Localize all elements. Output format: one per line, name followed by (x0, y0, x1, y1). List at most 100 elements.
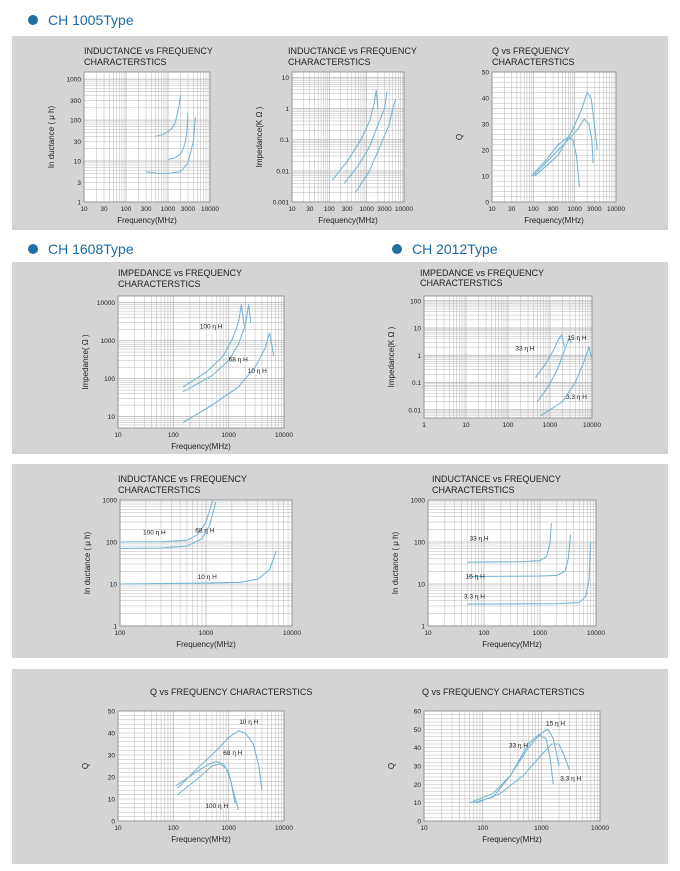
x-tick-label: 100 (168, 825, 179, 832)
x-tick-label: 10 (424, 630, 432, 637)
x-tick-label: 300 (548, 206, 559, 213)
chart-title: Q vs FREQUENCY (492, 46, 570, 56)
series-line (540, 345, 593, 417)
y-tick-label: 10 (108, 414, 116, 421)
y-tick-label: 0.001 (273, 200, 290, 207)
series-line (182, 304, 245, 388)
y-axis-label: Q (455, 134, 464, 140)
chart-title: INDUCTANCE vs FREQUENCY (288, 46, 417, 56)
y-tick-label: 0.1 (412, 380, 421, 387)
chart-title: INDUCTANCE vs FREQUENCY (432, 474, 561, 484)
y-axis-label: Impedance(K Ω ) (387, 326, 396, 387)
x-tick-label: 3000 (587, 206, 602, 213)
y-tick-label: 100 (414, 540, 425, 547)
series-line (119, 499, 214, 543)
y-axis-label: In ductance ( μ h) (391, 531, 400, 594)
bullet-icon (28, 244, 38, 254)
series-line (182, 332, 275, 423)
x-axis-label: Frequency(MHz) (524, 216, 584, 225)
x-tick-label: 10 (420, 825, 428, 832)
y-tick-label: 1 (77, 200, 81, 207)
y-tick-label: 0.01 (408, 407, 421, 414)
y-tick-label: 1 (417, 353, 421, 360)
y-tick-label: 10 (414, 326, 422, 333)
y-tick-label: 20 (108, 775, 116, 782)
curve-label: 33 η H (515, 345, 534, 352)
series-line (469, 728, 560, 804)
curve-label: 15 η H (567, 335, 586, 342)
x-tick-label: 10000 (587, 630, 605, 637)
x-tick-label: 100 (115, 630, 126, 637)
x-tick-label: 30 (306, 206, 314, 213)
y-tick-label: 0 (111, 819, 115, 826)
y-tick-label: 60 (414, 709, 422, 716)
plot-area (84, 72, 210, 202)
plot-border (117, 710, 285, 822)
plot-border (119, 499, 293, 627)
section-header-ch2012: CH 2012Type (392, 239, 498, 259)
series-line (182, 304, 252, 393)
curve-label: 100 η H (205, 803, 228, 810)
x-tick-label: 100 (503, 422, 514, 429)
x-axis-label: Frequency(MHz) (482, 640, 542, 649)
y-tick-label: 50 (482, 70, 490, 77)
x-tick-label: 100 (324, 206, 335, 213)
section-title-ch1608: CH 1608Type (48, 241, 134, 257)
y-tick-label: 100 (410, 298, 421, 305)
x-tick-label: 30 (100, 206, 108, 213)
x-tick-label: 10 (114, 825, 122, 832)
series-line (119, 501, 217, 550)
bullet-icon (392, 244, 402, 254)
plot-area (118, 296, 284, 428)
y-tick-label: 100 (104, 376, 115, 383)
y-tick-label: 10 (74, 159, 82, 166)
x-tick-label: 100 (168, 432, 179, 439)
x-tick-label: 30 (508, 206, 516, 213)
plot-area (492, 72, 616, 202)
y-tick-label: 1 (285, 106, 289, 113)
section-title-ch1005: CH 1005Type (48, 12, 134, 28)
x-tick-label: 10000 (275, 432, 293, 439)
chart-title: INDUCTANCE vs FREQUENCY (84, 46, 213, 56)
series-line (536, 337, 573, 402)
x-tick-label: 100 (528, 206, 539, 213)
curve-label: 10 η H (239, 719, 258, 726)
series-line (331, 89, 379, 181)
x-tick-label: 1000 (534, 825, 549, 832)
curve-label: 100 η H (143, 530, 166, 537)
y-tick-label: 100 (106, 540, 117, 547)
x-tick-label: 10000 (583, 422, 601, 429)
x-axis-label: Frequency(MHz) (171, 835, 231, 844)
y-tick-label: 10 (282, 75, 290, 82)
x-tick-label: 10 (114, 432, 122, 439)
series-line (343, 91, 388, 184)
x-tick-label: 10000 (201, 206, 219, 213)
y-axis-label: In ductance ( μ h) (47, 105, 56, 168)
chart-title: CHARACTERSTICS (288, 57, 371, 67)
y-axis-label: In ductance ( μ h) (83, 531, 92, 594)
plot-border (117, 295, 285, 429)
plot-area (118, 711, 284, 821)
x-tick-label: 10000 (395, 206, 413, 213)
y-tick-label: 0.01 (276, 168, 289, 175)
plot-border (423, 710, 601, 822)
x-tick-label: 10 (80, 206, 88, 213)
y-tick-label: 100 (70, 118, 81, 125)
y-axis-label: Impedance( Ω ) (81, 334, 90, 390)
series-line (175, 761, 239, 811)
curve-label: 100 η H (200, 323, 223, 330)
y-tick-label: 20 (482, 148, 490, 155)
plot-area (292, 72, 404, 202)
y-tick-label: 10000 (97, 300, 115, 307)
y-tick-label: 30 (414, 764, 422, 771)
chart-title: IMPEDANCE vs FREQUENCY (420, 268, 544, 278)
y-tick-label: 10 (418, 582, 426, 589)
chart-title: CHARACTERSTICS (118, 279, 201, 289)
curve-label: 33 η H (469, 535, 488, 542)
x-tick-label: 1 (422, 422, 426, 429)
y-axis-label: Impedance(K Ω ) (255, 106, 264, 167)
y-tick-label: 10 (108, 797, 116, 804)
y-tick-label: 30 (74, 139, 82, 146)
chart-1608-inductance: 100 1000 10000 1 10 100 1000 INDUCTANCE vs FREQ… (83, 474, 301, 649)
series-line (476, 743, 570, 804)
